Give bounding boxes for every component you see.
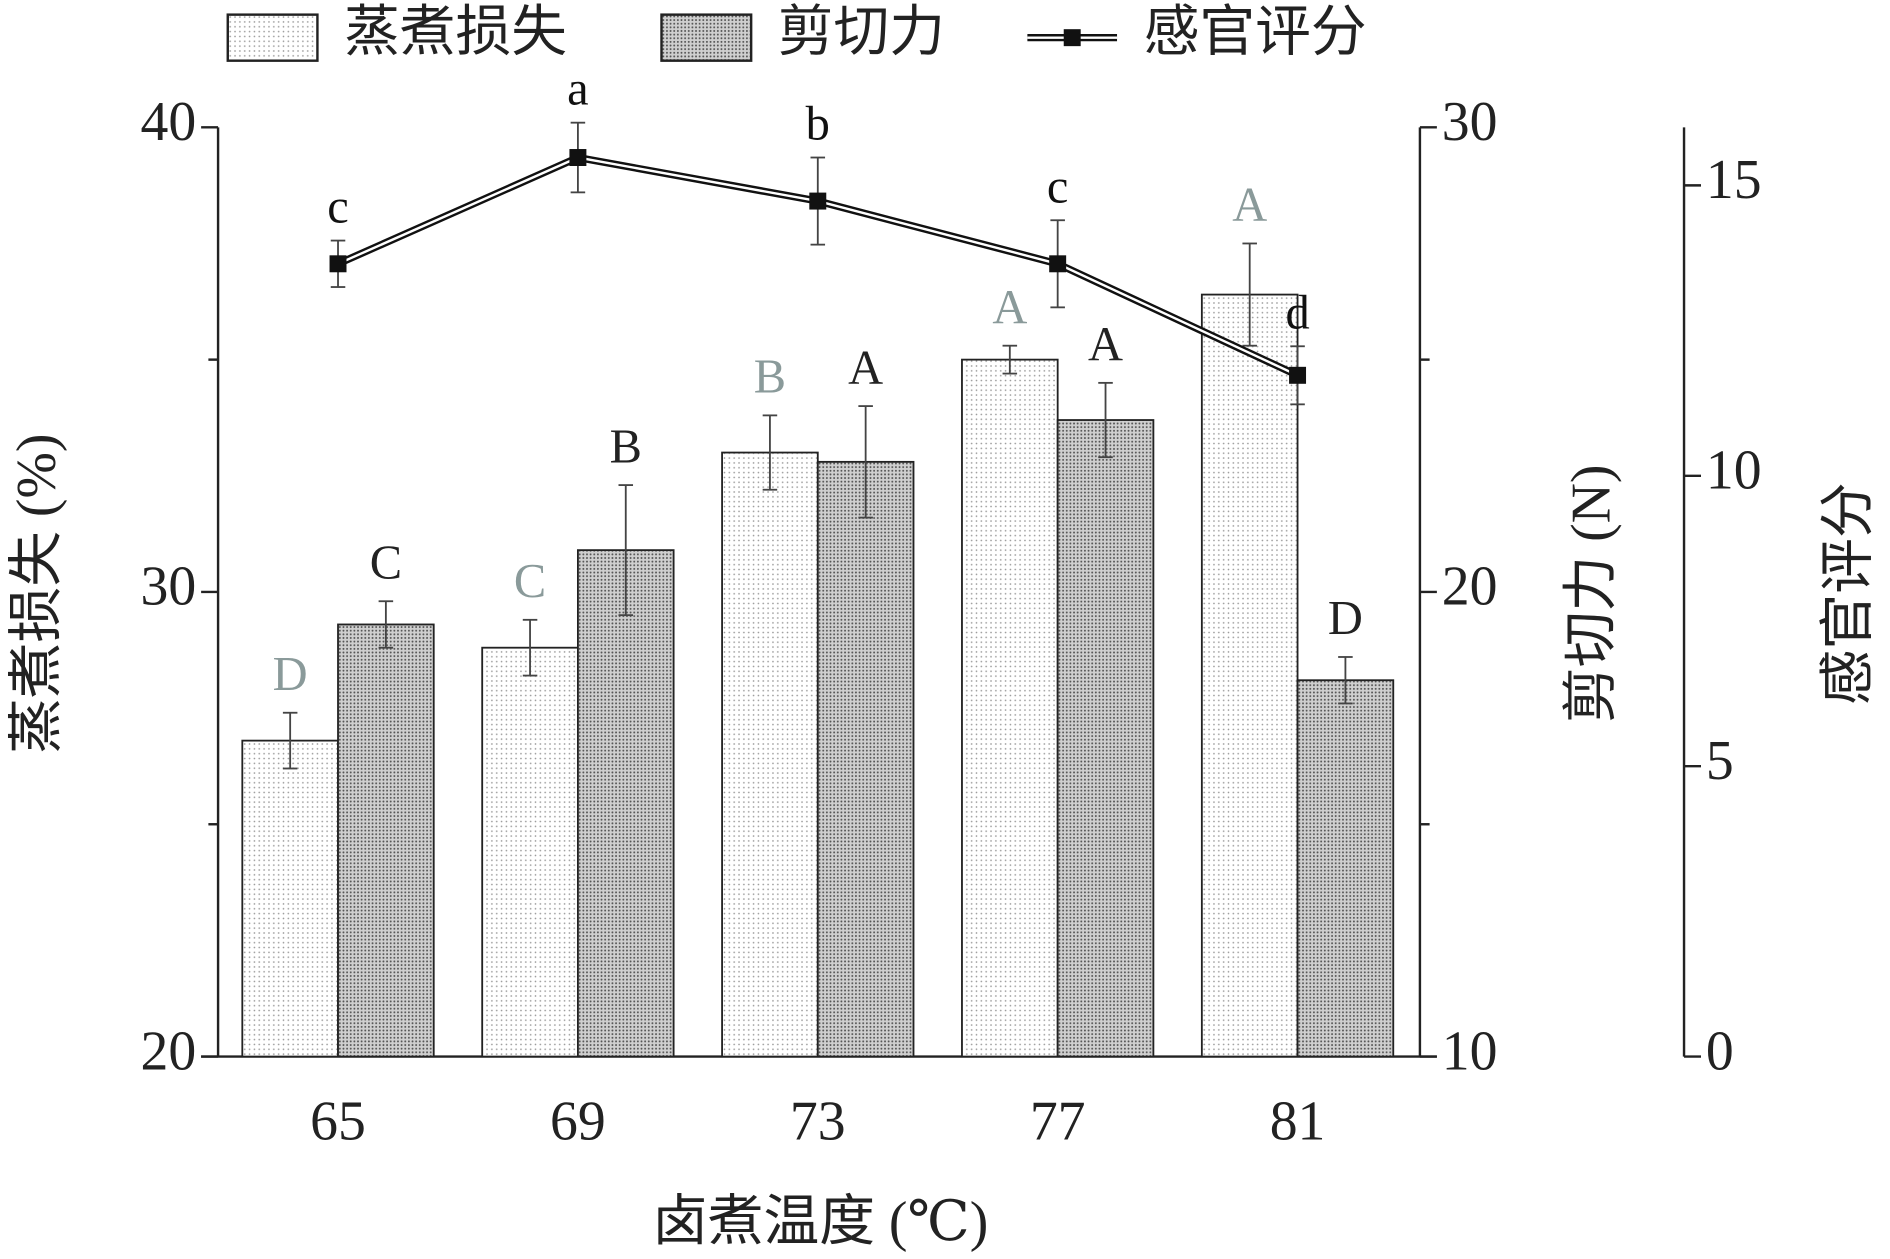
significance-label: D bbox=[273, 648, 308, 701]
significance-label: a bbox=[567, 63, 589, 116]
y3-tick-label: 0 bbox=[1706, 1020, 1734, 1082]
significance-label: d bbox=[1285, 286, 1309, 339]
significance-label: A bbox=[1232, 179, 1267, 232]
legend-label: 剪切力 bbox=[778, 1, 945, 63]
y2-tick-label: 10 bbox=[1442, 1020, 1498, 1082]
x-tick-label: 69 bbox=[550, 1091, 606, 1153]
bar bbox=[1200, 293, 1299, 1058]
legend-label: 蒸煮损失 bbox=[344, 1, 567, 63]
bar bbox=[481, 646, 579, 1058]
significance-label: B bbox=[754, 351, 786, 404]
x-tick-label: 73 bbox=[790, 1091, 846, 1153]
significance-label: c bbox=[327, 181, 349, 234]
x-tick-label: 81 bbox=[1270, 1091, 1326, 1153]
significance-label: B bbox=[610, 420, 642, 473]
y3-tick-label: 15 bbox=[1706, 149, 1762, 211]
x-tick-label: 65 bbox=[310, 1091, 366, 1153]
bar bbox=[961, 358, 1059, 1058]
x-tick-label: 77 bbox=[1030, 1091, 1086, 1153]
y-tick-label: 30 bbox=[141, 556, 197, 618]
marker bbox=[809, 192, 827, 210]
legend-swatch bbox=[660, 13, 753, 62]
y3-tick-label: 5 bbox=[1706, 730, 1734, 792]
significance-label: D bbox=[1328, 592, 1363, 645]
marker bbox=[1049, 255, 1067, 273]
significance-label: C bbox=[370, 536, 402, 589]
y-tick-label: 20 bbox=[141, 1020, 197, 1082]
significance-label: c bbox=[1047, 160, 1069, 213]
marker bbox=[1289, 366, 1307, 384]
bar bbox=[816, 460, 915, 1058]
significance-label: C bbox=[514, 555, 546, 608]
y-axis-title: 蒸煮损失 (%) bbox=[6, 434, 68, 754]
bar bbox=[1296, 679, 1395, 1058]
significance-label: A bbox=[1088, 318, 1123, 371]
bar bbox=[721, 451, 819, 1058]
significance-label: A bbox=[848, 341, 883, 394]
significance-label: b bbox=[806, 98, 830, 151]
y2-tick-label: 20 bbox=[1442, 556, 1498, 618]
legend-marker bbox=[1063, 29, 1081, 47]
legend-swatch bbox=[226, 13, 319, 62]
bar bbox=[576, 549, 675, 1058]
legend-label: 感官评分 bbox=[1144, 1, 1367, 63]
bar bbox=[241, 739, 339, 1058]
marker bbox=[569, 149, 587, 166]
y2-axis-title: 剪切力 (N) bbox=[1561, 465, 1623, 723]
x-axis-title: 卤煮温度 (℃) bbox=[652, 1191, 988, 1253]
significance-label: A bbox=[992, 281, 1027, 334]
y-tick-label: 40 bbox=[141, 91, 197, 153]
marker bbox=[329, 255, 347, 273]
y3-axis-title: 感官评分 bbox=[1817, 482, 1879, 705]
bar bbox=[1056, 419, 1155, 1058]
y3-tick-label: 10 bbox=[1706, 440, 1762, 502]
y2-tick-label: 30 bbox=[1442, 91, 1498, 153]
bar bbox=[337, 623, 435, 1058]
